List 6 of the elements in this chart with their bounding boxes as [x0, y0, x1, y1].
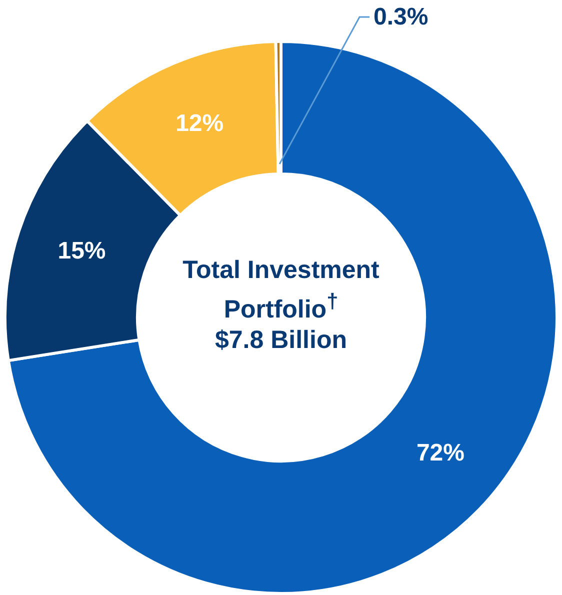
data-label: 0.3%: [374, 4, 428, 31]
text: Total Investment Portfolio$^{†}$: [182, 255, 380, 326]
data-label: 15%: [58, 238, 106, 265]
text: $7.8 Billion: [214, 325, 348, 356]
data-label: 72%: [416, 439, 464, 466]
data-label: 12%: [176, 110, 224, 137]
